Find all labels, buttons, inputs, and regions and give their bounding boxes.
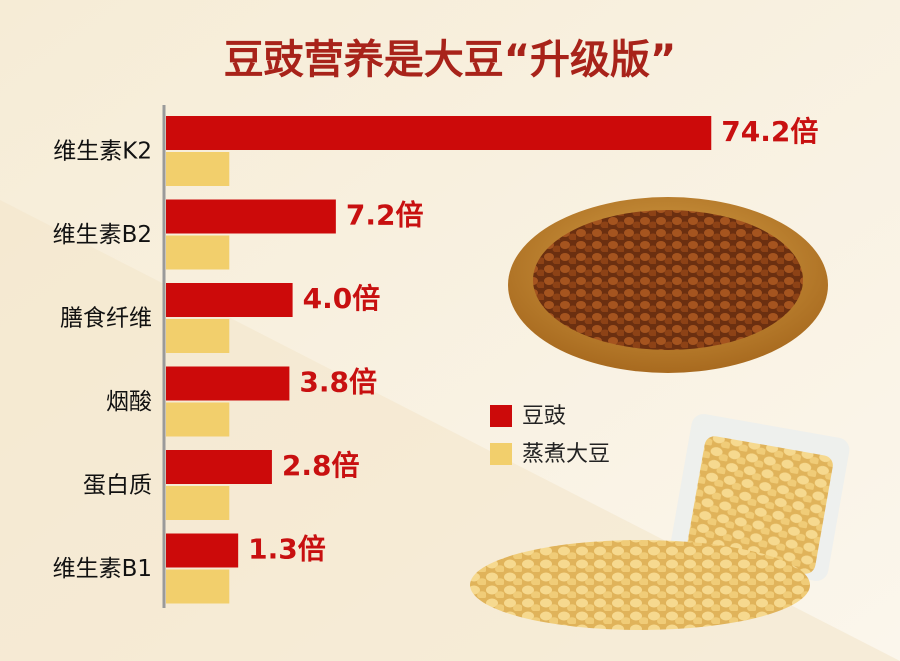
value-label: 1.3倍 (248, 533, 326, 566)
value-label: 2.8倍 (282, 449, 360, 482)
bar (166, 199, 336, 234)
legend-swatch (490, 443, 512, 465)
bar (166, 450, 272, 484)
bar (166, 152, 230, 186)
bar (166, 366, 290, 401)
category-label: 蛋白质 (83, 473, 152, 499)
bar (166, 283, 293, 317)
value-label: 74.2倍 (721, 115, 818, 148)
chart-title: 豆豉营养是大豆“升级版” (224, 37, 677, 83)
soybean-image (470, 414, 850, 630)
bar (166, 319, 230, 353)
bar (166, 486, 230, 520)
bar (166, 569, 230, 604)
value-label: 7.2倍 (346, 199, 424, 232)
category-label: 烟酸 (106, 389, 152, 415)
legend-label: 蒸煮大豆 (522, 442, 610, 467)
value-label: 4.0倍 (303, 282, 381, 315)
bar (166, 533, 239, 568)
legend-label: 豆豉 (522, 404, 566, 429)
bar (166, 402, 230, 437)
bar (166, 235, 230, 270)
category-label: 维生素B2 (53, 222, 152, 248)
natto-bowl-image (508, 197, 828, 373)
legend-swatch (490, 405, 512, 427)
category-label: 膳食纤维 (60, 306, 152, 332)
bar (166, 116, 712, 150)
value-label: 3.8倍 (299, 366, 377, 399)
category-label: 维生素K2 (53, 139, 152, 165)
category-label: 维生素B1 (53, 556, 152, 582)
